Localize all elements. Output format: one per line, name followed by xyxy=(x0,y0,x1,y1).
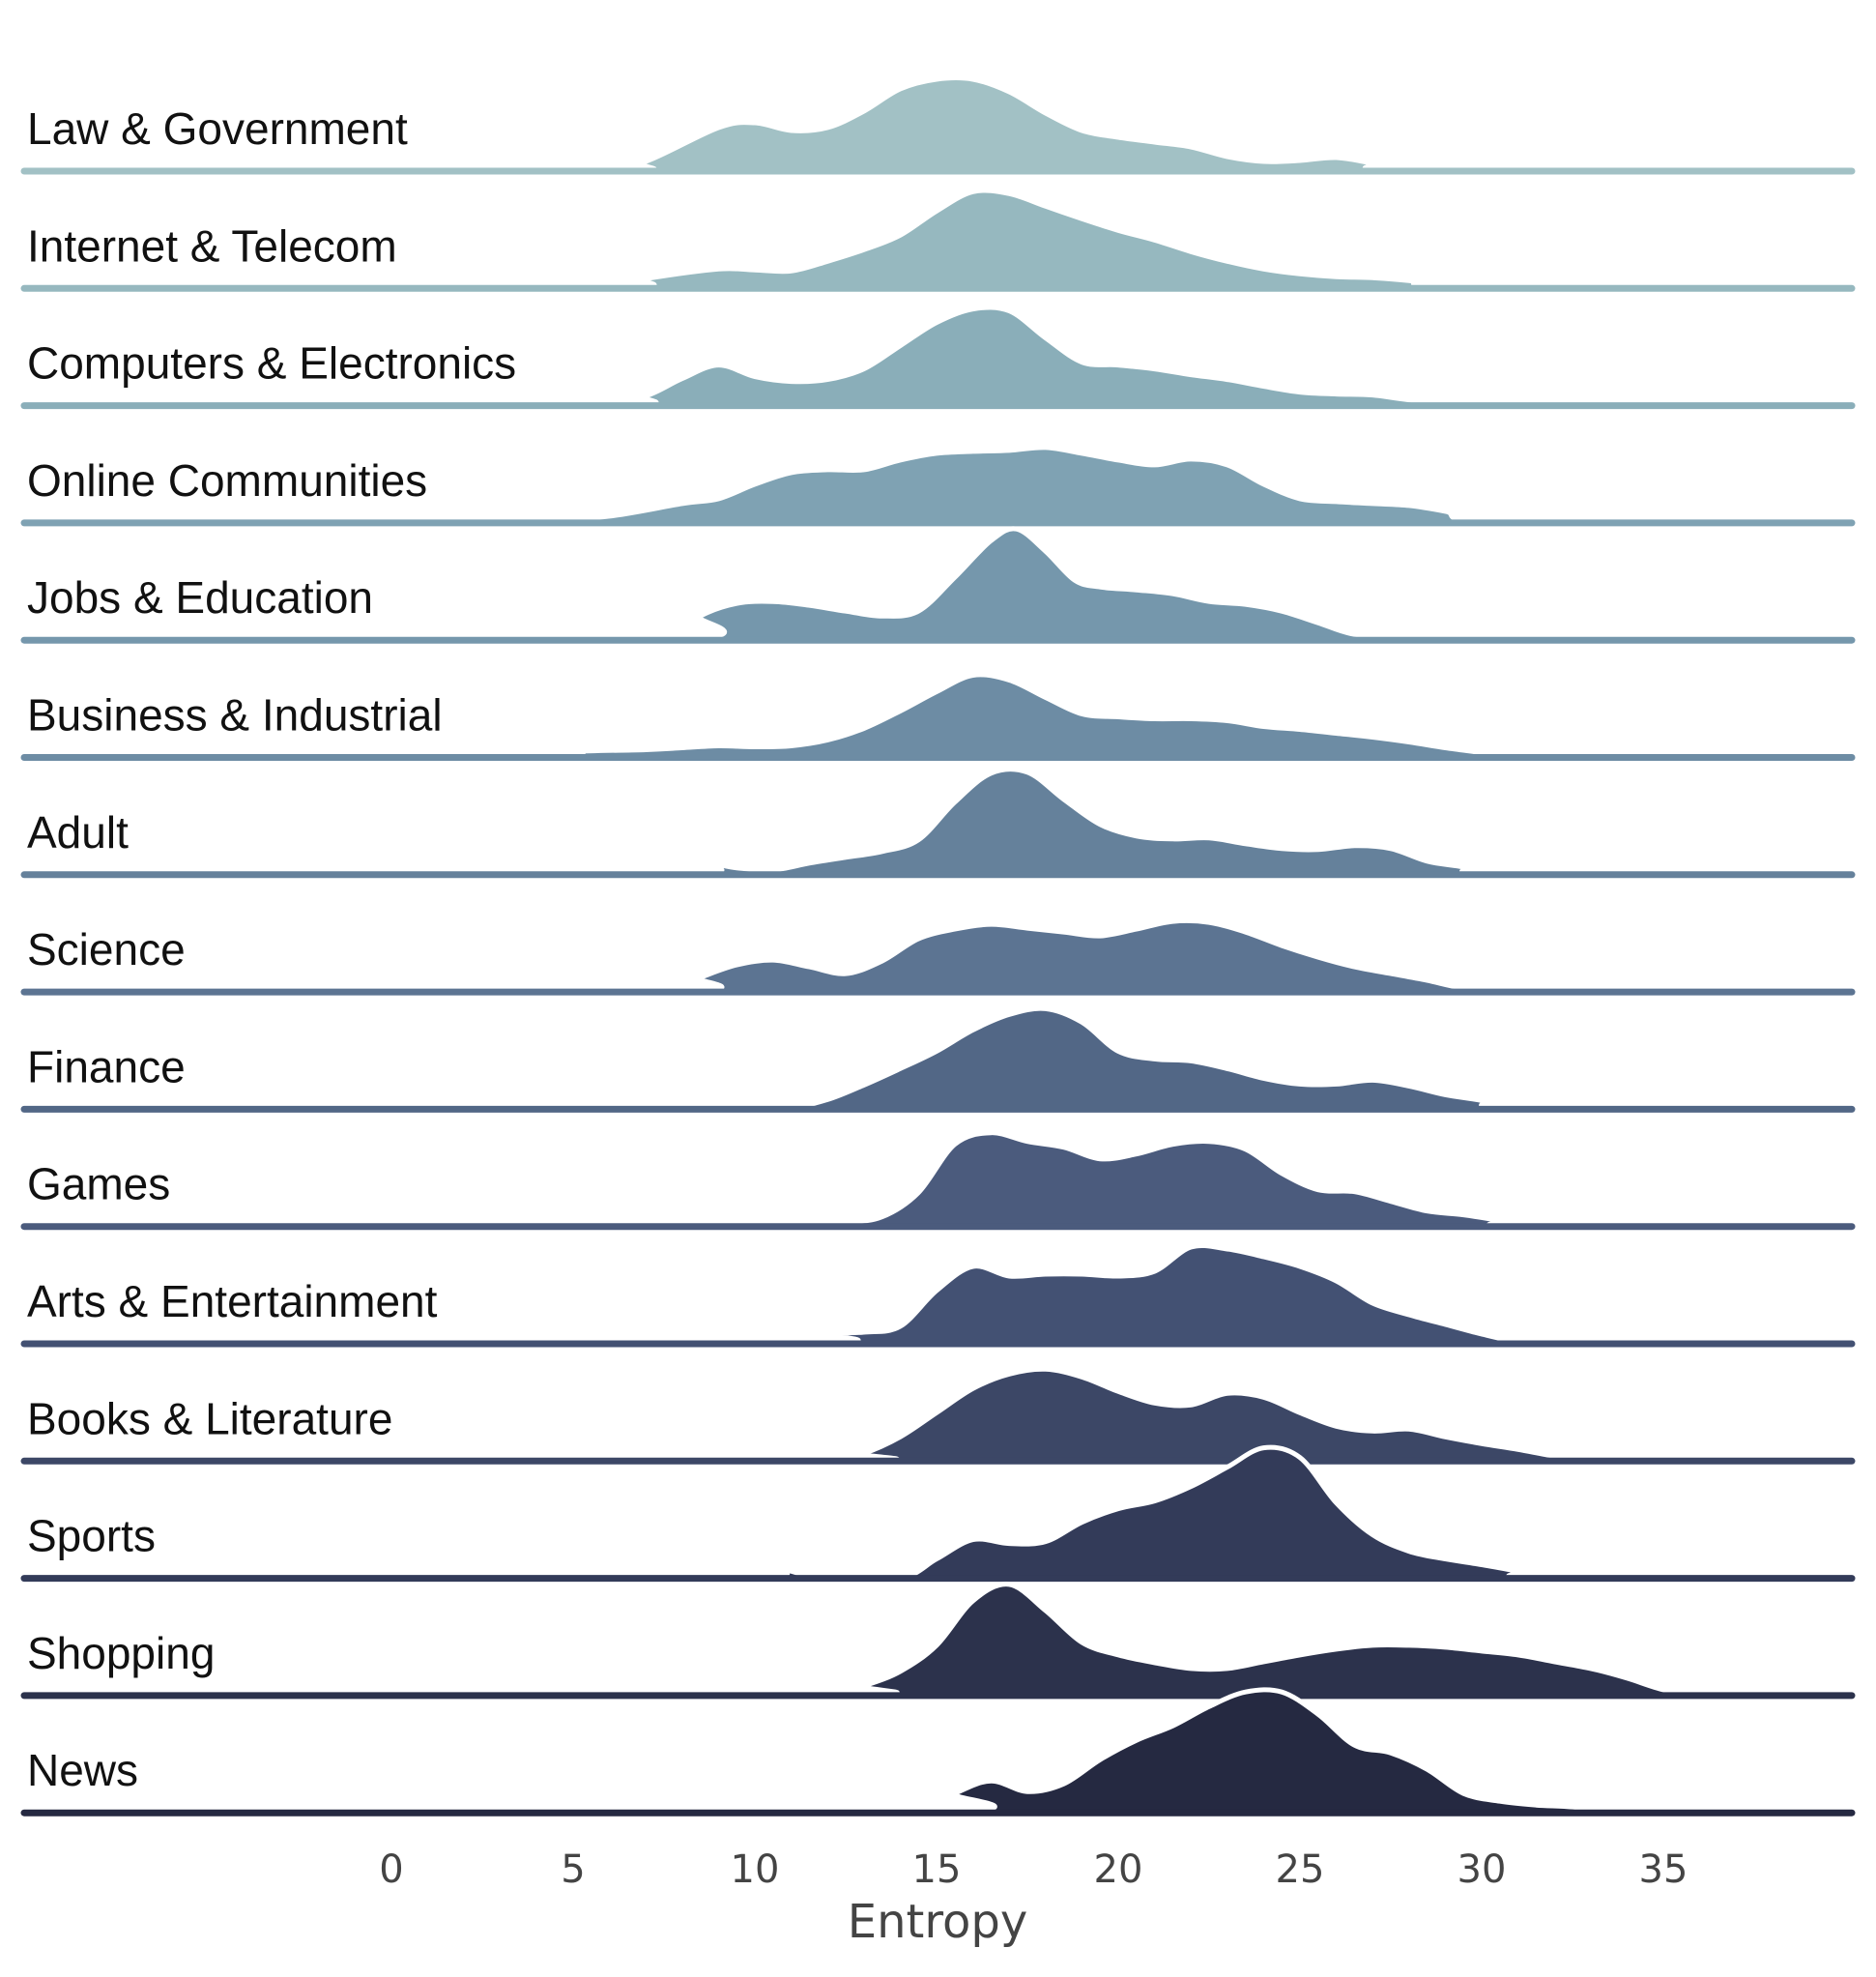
ridge-outline xyxy=(23,1005,1853,1113)
ridge-area xyxy=(24,1584,1852,1697)
row-label-law-and-government: Law & Government xyxy=(27,103,408,154)
ridge-outline xyxy=(0,1444,1853,1583)
ridge-outline xyxy=(23,1687,1853,1817)
ridge-outline xyxy=(23,767,1853,879)
row-label-business-and-industrial: Business & Industrial xyxy=(27,690,443,741)
row-label-games: Games xyxy=(27,1159,170,1209)
ridge-games xyxy=(0,1130,1856,1231)
ridge-internet-and-telecom xyxy=(20,188,1856,292)
row-label-computers-and-electronics: Computers & Electronics xyxy=(27,338,516,389)
row-label-adult: Adult xyxy=(27,807,129,858)
ridge-area xyxy=(0,1132,1852,1228)
ridge-computers-and-electronics xyxy=(20,305,1856,410)
x-tick-label: 30 xyxy=(1458,1847,1507,1892)
ridge-business-and-industrial xyxy=(0,672,1856,761)
ridge-sports xyxy=(0,1444,1856,1583)
row-label-online-communities: Online Communities xyxy=(27,455,427,506)
ridge-area xyxy=(0,1447,1852,1581)
ridge-books-and-literature xyxy=(0,1366,1856,1465)
x-tick-label: 0 xyxy=(379,1847,403,1892)
row-labels-group: Law & Government Internet & Telecom Comput… xyxy=(27,103,516,1795)
ridges-group xyxy=(0,75,1856,1817)
ridge-outline xyxy=(0,672,1853,761)
ridge-area xyxy=(0,1369,1852,1462)
row-label-sports: Sports xyxy=(27,1511,156,1561)
ridge-news xyxy=(20,1687,1856,1817)
ridge-area xyxy=(24,528,1852,643)
x-axis-title: Entropy xyxy=(848,1895,1028,1949)
row-label-arts-and-entertainment: Arts & Entertainment xyxy=(27,1276,438,1326)
x-tick-label: 5 xyxy=(561,1847,585,1892)
ridge-outline xyxy=(23,526,1853,645)
row-label-news: News xyxy=(27,1745,138,1795)
ridge-area xyxy=(24,1245,1852,1345)
ridge-area xyxy=(0,674,1852,758)
row-label-finance: Finance xyxy=(27,1041,186,1091)
x-tick-label: 25 xyxy=(1276,1847,1325,1892)
ridge-science xyxy=(20,917,1856,996)
ridge-area xyxy=(24,306,1852,407)
x-tick-label: 20 xyxy=(1094,1847,1143,1892)
ridge-area xyxy=(24,1008,1852,1111)
ridge-outline xyxy=(23,188,1853,292)
ridge-arts-and-entertainment xyxy=(20,1242,1856,1348)
ridge-outline xyxy=(23,917,1853,996)
row-label-science: Science xyxy=(27,924,186,974)
x-tick-label: 35 xyxy=(1639,1847,1688,1892)
ridge-area xyxy=(24,77,1852,172)
x-axis: 0 5 10 15 20 25 30 35 xyxy=(379,1847,1688,1892)
ridge-adult xyxy=(20,767,1856,879)
x-tick-label: 15 xyxy=(912,1847,962,1892)
ridge-finance xyxy=(20,1005,1856,1113)
ridge-outline xyxy=(23,1242,1853,1348)
row-label-internet-and-telecom: Internet & Telecom xyxy=(27,220,397,271)
row-label-books-and-literature: Books & Literature xyxy=(27,1393,392,1443)
ridge-online-communities xyxy=(0,445,1856,527)
ridge-outline xyxy=(23,305,1853,409)
ridge-outline xyxy=(23,1582,1853,1700)
ridge-area xyxy=(24,189,1852,290)
ridge-jobs-and-education xyxy=(20,526,1856,645)
row-label-shopping: Shopping xyxy=(27,1628,215,1678)
row-label-jobs-and-education: Jobs & Education xyxy=(27,572,373,623)
ridge-area xyxy=(24,1689,1852,1815)
ridge-outline xyxy=(23,75,1853,175)
ridge-shopping xyxy=(20,1582,1856,1700)
ridge-law-and-government xyxy=(20,75,1856,175)
x-tick-label: 10 xyxy=(731,1847,780,1892)
